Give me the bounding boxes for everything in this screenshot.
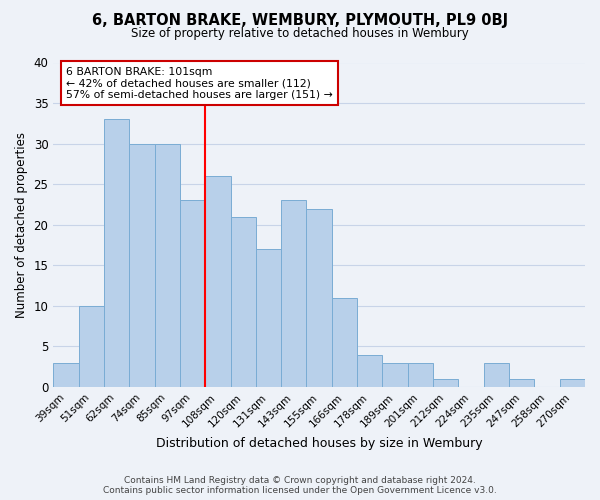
Bar (180, 200, 205, 387)
Text: Size of property relative to detached houses in Wembury: Size of property relative to detached ho… (131, 28, 469, 40)
Bar (53, 362, 79, 387)
Bar (382, 362, 408, 387)
Bar (256, 249, 281, 387)
Bar (509, 379, 535, 387)
Bar (230, 216, 256, 387)
X-axis label: Distribution of detached houses by size in Wembury: Distribution of detached houses by size … (156, 437, 482, 450)
Bar (433, 379, 458, 387)
Y-axis label: Number of detached properties: Number of detached properties (15, 132, 28, 318)
Bar (104, 120, 129, 387)
Text: 6 BARTON BRAKE: 101sqm
← 42% of detached houses are smaller (112)
57% of semi-de: 6 BARTON BRAKE: 101sqm ← 42% of detached… (66, 66, 333, 100)
Bar (281, 200, 307, 387)
Bar (357, 354, 382, 387)
Text: Contains HM Land Registry data © Crown copyright and database right 2024.
Contai: Contains HM Land Registry data © Crown c… (103, 476, 497, 495)
Bar (484, 362, 509, 387)
Bar (79, 306, 104, 387)
Bar (332, 298, 357, 387)
Bar (205, 176, 230, 387)
Bar (408, 362, 433, 387)
Bar (129, 144, 155, 387)
Text: 6, BARTON BRAKE, WEMBURY, PLYMOUTH, PL9 0BJ: 6, BARTON BRAKE, WEMBURY, PLYMOUTH, PL9 … (92, 12, 508, 28)
Bar (155, 144, 180, 387)
Bar (307, 208, 332, 387)
Bar (560, 379, 585, 387)
